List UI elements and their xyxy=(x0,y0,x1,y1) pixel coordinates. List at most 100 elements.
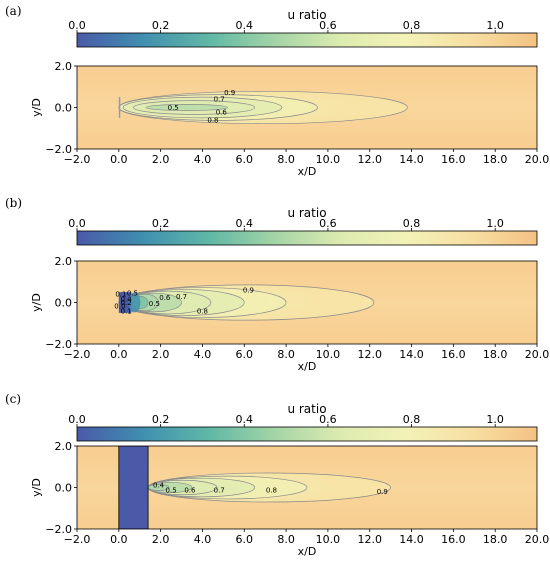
colorbar-tick-label: 1.0 xyxy=(486,19,504,32)
x-tick-label: 8.0 xyxy=(277,153,295,166)
obstacle xyxy=(118,446,149,529)
panel-label: (a) xyxy=(5,4,22,18)
x-tick-label: 10.0 xyxy=(316,533,341,546)
contour-label: 0.6 xyxy=(184,486,196,494)
colorbar-tick-label: 0.0 xyxy=(68,413,86,426)
contour-label: 0.9 xyxy=(243,287,254,295)
x-tick-label: 6.0 xyxy=(236,348,254,361)
x-tick-label: 18.0 xyxy=(483,153,508,166)
x-tick-label: 14.0 xyxy=(399,348,424,361)
contour-label: 0.6 xyxy=(159,294,171,302)
x-tick-label: 10.0 xyxy=(316,153,341,166)
x-tick-label: 12.0 xyxy=(357,533,382,546)
colorbar-tick-label: 0.0 xyxy=(68,19,86,32)
contour-label: 0.4 xyxy=(153,482,165,490)
y-tick-label: −2.0 xyxy=(45,143,72,156)
x-tick-label: 6.0 xyxy=(236,533,254,546)
x-tick-label: 20.0 xyxy=(525,533,550,546)
x-tick-label: 18.0 xyxy=(483,533,508,546)
y-tick-label: −2.0 xyxy=(45,523,72,536)
colorbar-tick-label: 0.8 xyxy=(403,19,421,32)
x-axis-label: x/D xyxy=(298,545,317,558)
y-tick-label: 0.0 xyxy=(55,297,73,310)
x-tick-label: 14.0 xyxy=(399,533,424,546)
x-tick-label: 16.0 xyxy=(441,348,466,361)
y-tick-label: 2.0 xyxy=(55,60,73,73)
contour-label: 0.8 xyxy=(197,308,208,316)
y-tick-label: 2.0 xyxy=(55,255,73,268)
x-tick-label: −2.0 xyxy=(64,153,91,166)
obstacle xyxy=(118,97,121,118)
x-tick-label: 0.0 xyxy=(110,533,128,546)
colorbar-tick-label: 1.0 xyxy=(486,217,504,230)
contour-label: 0.7 xyxy=(214,486,225,494)
x-axis-label: x/D xyxy=(298,165,317,178)
colorbar-tick-label: 0.6 xyxy=(319,217,337,230)
colorbar-tick-label: 1.0 xyxy=(486,413,504,426)
colorbar-tick-label: 0.4 xyxy=(236,413,254,426)
contour-label: 0.5 xyxy=(127,289,138,297)
y-axis-label: y/D xyxy=(30,293,43,312)
x-tick-label: 2.0 xyxy=(152,153,170,166)
colorbar-tick-label: 0.2 xyxy=(152,217,170,230)
contour-fill xyxy=(148,484,169,491)
contour-label: 0.6 xyxy=(216,109,228,117)
contour-label: 0.5 xyxy=(168,104,179,112)
x-axis-label: x/D xyxy=(298,360,317,373)
contour-line xyxy=(133,100,256,115)
contour-label: 0.0 xyxy=(114,303,125,311)
x-tick-label: 12.0 xyxy=(357,348,382,361)
x-tick-label: 4.0 xyxy=(194,153,212,166)
y-axis-label: y/D xyxy=(30,98,43,117)
near-wake-core xyxy=(128,292,141,313)
x-tick-label: 8.0 xyxy=(277,348,295,361)
contour-label: 0.7 xyxy=(214,95,225,103)
contour-label: 0.8 xyxy=(207,116,218,124)
contour-line xyxy=(122,96,283,119)
x-tick-label: −2.0 xyxy=(64,348,91,361)
colorbar-tick-label: 0.8 xyxy=(403,413,421,426)
contour-label: 0.5 xyxy=(166,486,177,494)
x-tick-label: 16.0 xyxy=(441,153,466,166)
x-tick-label: 2.0 xyxy=(152,533,170,546)
x-tick-label: 20.0 xyxy=(525,153,550,166)
y-axis-label: y/D xyxy=(30,478,43,497)
contour-label: 0.9 xyxy=(377,488,388,496)
colorbar xyxy=(76,230,538,246)
y-tick-label: 0.0 xyxy=(55,482,73,495)
colorbar-title: u ratio xyxy=(287,402,326,416)
contour-label: 0.4 xyxy=(121,295,133,303)
x-tick-label: 16.0 xyxy=(441,533,466,546)
x-tick-label: −2.0 xyxy=(64,533,91,546)
contour-label: 0.9 xyxy=(224,89,235,97)
x-tick-label: 10.0 xyxy=(316,348,341,361)
x-tick-label: 0.0 xyxy=(110,348,128,361)
x-tick-label: 0.0 xyxy=(110,153,128,166)
y-tick-label: 0.0 xyxy=(55,102,73,115)
x-tick-label: 14.0 xyxy=(399,153,424,166)
colorbar-tick-label: 0.6 xyxy=(319,413,337,426)
colorbar-tick-label: 0.6 xyxy=(319,19,337,32)
colorbar-tick-label: 0.4 xyxy=(236,217,254,230)
x-tick-label: 4.0 xyxy=(194,533,212,546)
colorbar-tick-label: 0.8 xyxy=(403,217,421,230)
contour-label: 0.5 xyxy=(149,300,160,308)
y-tick-label: 2.0 xyxy=(55,440,73,453)
contour-label: 0.8 xyxy=(266,486,277,494)
x-tick-label: 8.0 xyxy=(277,533,295,546)
contour-label: 0.1 xyxy=(121,307,132,315)
contour-fill xyxy=(146,104,228,111)
colorbar xyxy=(76,32,538,48)
obstacle xyxy=(118,292,132,313)
contour-label: 0.1 xyxy=(115,290,126,298)
contour-label: 0.2 xyxy=(121,299,132,307)
colorbar-tick-label: 0.2 xyxy=(152,19,170,32)
colorbar-tick-label: 0.2 xyxy=(152,413,170,426)
x-tick-label: 6.0 xyxy=(236,153,254,166)
colorbar-tick-label: 0.4 xyxy=(236,19,254,32)
colorbar xyxy=(76,426,538,442)
contour-line xyxy=(118,284,375,321)
colorbar-title: u ratio xyxy=(287,206,326,220)
